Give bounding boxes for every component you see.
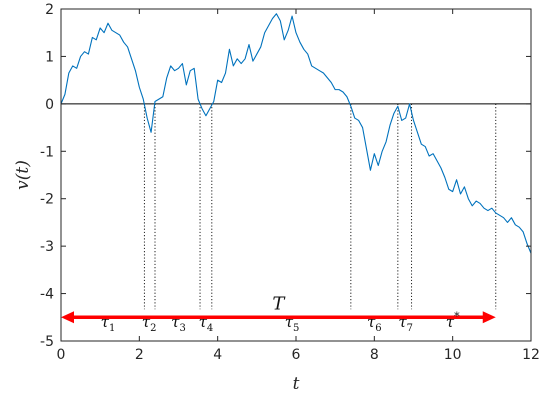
x-tick-label: 2	[135, 347, 144, 363]
y-tick-label: -5	[40, 334, 54, 350]
y-tick-label: -3	[40, 239, 54, 255]
y-tick-label: -2	[40, 192, 54, 208]
tau-label: τ3	[171, 313, 186, 334]
tau-label: τ*	[446, 310, 460, 331]
y-axis-label: v(t)	[13, 160, 33, 190]
x-axis-label: t	[293, 374, 300, 394]
y-tick-label: -1	[40, 144, 54, 160]
x-tick-label: 0	[57, 347, 66, 363]
tau-label: τ4	[199, 313, 214, 334]
x-tick-label: 8	[370, 347, 379, 363]
axes	[60, 8, 532, 342]
x-tick-label: 4	[213, 347, 222, 363]
crossing-markers	[143, 103, 497, 310]
interval-arrow-left-head	[61, 311, 74, 324]
annotations: Tτ1 τ2 τ3 τ4 τ5 τ6 τ7 τ*	[101, 293, 460, 333]
tau-label: τ2	[142, 313, 157, 334]
y-tick-label: 1	[45, 49, 54, 65]
series-line-1	[60, 13, 532, 254]
y-tick-label: 0	[45, 97, 54, 113]
x-tick-label: 10	[444, 347, 462, 363]
tau-label: τ1	[101, 313, 116, 334]
x-tick-label: 12	[522, 347, 540, 363]
tau-label: τ5	[285, 313, 300, 334]
tau-label: τ7	[398, 313, 413, 334]
interval-arrow	[61, 311, 496, 324]
y-tick-label: -4	[40, 287, 54, 303]
tau-label: τ6	[367, 313, 382, 334]
interval-label: T	[272, 293, 286, 314]
x-tick-label: 6	[292, 347, 301, 363]
series-layer	[60, 13, 532, 254]
interval-arrow-right-head	[482, 311, 496, 324]
y-tick-label: 2	[45, 2, 54, 18]
